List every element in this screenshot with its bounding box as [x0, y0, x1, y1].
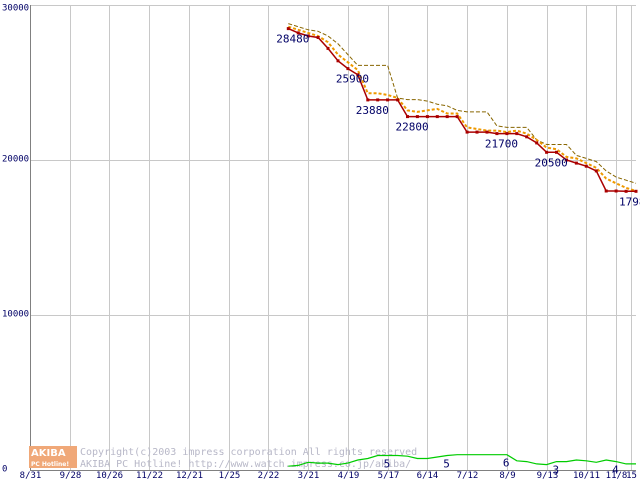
- price-data-label: 23880: [356, 104, 389, 117]
- x-tick-label: 9/28: [60, 471, 82, 480]
- price-data-label: 22800: [396, 121, 429, 134]
- data-point-min-price: [485, 130, 489, 134]
- data-point-min-price: [565, 158, 568, 162]
- data-point-min-price: [346, 67, 350, 71]
- x-tick-label: 1/25: [219, 471, 241, 480]
- x-tick-label: 12/21: [176, 471, 203, 480]
- price-data-label: 28480: [276, 33, 309, 46]
- akiba-logo-top-block: [29, 446, 77, 458]
- y-tick-label: 20000: [2, 155, 29, 165]
- data-point-min-price: [326, 46, 330, 50]
- data-point-min-price: [455, 115, 459, 119]
- data-point-min-price: [614, 189, 618, 193]
- data-point-min-price: [425, 115, 429, 119]
- data-point-min-price: [356, 73, 360, 77]
- data-point-min-price: [376, 98, 380, 102]
- data-point-min-price: [525, 135, 529, 139]
- y-tick-label: 10000: [2, 310, 29, 320]
- data-point-min-price: [386, 98, 390, 102]
- copyright-text: Copyright(c)2003 impress corporation All…: [80, 447, 417, 458]
- axes: [30, 5, 636, 471]
- shop-count-label: 3: [553, 464, 560, 477]
- watermark: AKIBA PC Hotline! Copyright(c)2003 impre…: [29, 446, 417, 470]
- price-data-label: 25900: [336, 73, 369, 86]
- shop-count-label: 5: [443, 458, 450, 471]
- data-point-min-price: [624, 189, 628, 193]
- x-tick-label: 11/22: [136, 471, 163, 480]
- y-tick-label: 30000: [2, 4, 29, 14]
- akiba-logo-subtext: PC Hotline!: [31, 461, 69, 468]
- x-tick-label: 6/14: [417, 471, 439, 480]
- x-tick-label: 7/12: [457, 471, 479, 480]
- shop-count-label: 5: [384, 458, 391, 471]
- x-tick-label: 3/21: [298, 471, 320, 480]
- data-point-min-price: [316, 36, 320, 39]
- x-tick-label: 10/11: [573, 471, 600, 480]
- series-line-max-price: [288, 23, 637, 184]
- data-point-min-price: [396, 98, 400, 102]
- data-point-min-price: [306, 34, 310, 38]
- akiba-logo-bottom-block: [29, 458, 77, 468]
- series-line-min-price: [288, 27, 636, 193]
- price-data-label: 21700: [485, 138, 518, 151]
- shop-count-label: 6: [503, 457, 510, 470]
- data-point-min-price: [634, 189, 638, 193]
- akiba-logo-text: AKIBA: [31, 448, 66, 459]
- series-line-avg-price: [288, 25, 637, 192]
- x-tick-label: 11/8: [606, 471, 628, 480]
- y-tick-labels: 0 10000 20000 30000: [2, 4, 29, 475]
- data-point-min-price: [545, 150, 549, 154]
- shop-count-label: 4: [612, 464, 619, 477]
- data-point-min-price: [406, 115, 409, 119]
- x-tick-label: 8/9: [499, 471, 515, 480]
- x-tick-label: 9/13: [537, 471, 559, 480]
- x-tick-label: 4/19: [338, 471, 360, 480]
- data-labels: 28480 25900 23880 22800 21700 20500 17980 5 5 6 3 4: [276, 33, 640, 477]
- x-tick-label: 10/26: [96, 471, 123, 480]
- data-point-min-price: [435, 115, 439, 119]
- data-point-min-price: [555, 150, 558, 154]
- data-point-min-price: [465, 130, 469, 134]
- data-point-min-price: [584, 164, 588, 168]
- price-data-label: 17980: [619, 195, 640, 208]
- data-point-min-price: [415, 115, 419, 119]
- y-tick-label: 0: [2, 465, 7, 475]
- data-point-min-price: [505, 132, 509, 136]
- x-tick-label: 5/17: [378, 471, 400, 480]
- data-point-min-price: [604, 189, 608, 193]
- x-tick-label: 8/31: [20, 471, 42, 480]
- data-point-min-price: [286, 27, 290, 31]
- x-tick-labels: 8/31 9/28 10/26 11/22 12/21 1/25 2/22 3/21 4/19 5…: [20, 471, 637, 480]
- data-point-min-price: [336, 59, 340, 63]
- gridlines: [30, 5, 636, 471]
- site-url-text: AKIBA PC Hotline! http://www.watch.impre…: [80, 459, 411, 470]
- series: [286, 23, 638, 467]
- data-point-min-price: [594, 169, 598, 173]
- data-point-min-price: [475, 130, 479, 134]
- data-point-min-price: [515, 132, 519, 136]
- data-point-min-price: [535, 141, 539, 145]
- x-tick-label: 2/22: [258, 471, 280, 480]
- data-point-min-price: [574, 161, 578, 165]
- data-point-min-price: [296, 31, 300, 35]
- data-point-min-price: [445, 115, 449, 119]
- data-point-min-price: [495, 132, 499, 136]
- price-data-label: 20500: [535, 156, 568, 169]
- series-line-shop-count: [288, 454, 636, 467]
- data-point-min-price: [366, 98, 370, 102]
- x-tick-label: 15: [626, 471, 637, 480]
